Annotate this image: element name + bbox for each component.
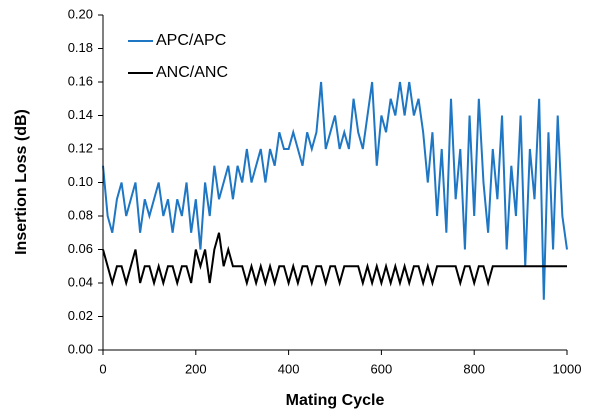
y-tick-label: 0.20 [68, 6, 93, 21]
x-tick-label: 800 [463, 361, 485, 376]
x-tick-label: 400 [278, 361, 300, 376]
x-tick-label: 200 [185, 361, 207, 376]
series-line [102, 232, 567, 287]
y-axis-title: Insertion Loss (dB) [13, 109, 30, 255]
x-tick-label: 0 [99, 361, 106, 376]
y-tick-label: 0.06 [68, 241, 93, 256]
y-tick-label: 0.16 [68, 73, 93, 88]
y-tick-label: 0.04 [68, 274, 93, 289]
y-tick-label: 0.14 [68, 107, 93, 122]
y-tick-label: 0.00 [68, 341, 93, 356]
y-tick-label: 0.02 [68, 308, 93, 323]
x-axis-title: Mating Cycle [286, 392, 385, 409]
series-line [102, 81, 568, 300]
x-tick-label: 1000 [553, 361, 582, 376]
y-tick-label: 0.10 [68, 174, 93, 189]
y-tick-label: 0.12 [68, 140, 93, 155]
legend-label: ANC/ANC [156, 64, 228, 81]
legend-label: APC/APC [156, 32, 226, 49]
y-tick-label: 0.08 [68, 207, 93, 222]
y-tick-label: 0.18 [68, 40, 93, 55]
x-tick-label: 600 [371, 361, 393, 376]
